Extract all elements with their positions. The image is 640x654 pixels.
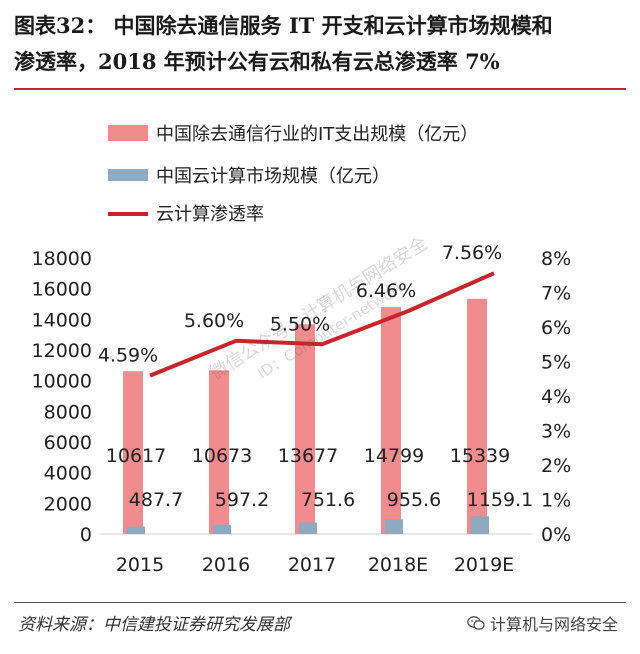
y-left-tick-label: 18000 xyxy=(32,248,92,270)
data-label-it-spending: 14799 xyxy=(364,445,424,467)
y-left-tick-label: 2000 xyxy=(44,493,92,515)
title-divider xyxy=(14,88,626,90)
x-tick-label: 2017 xyxy=(288,554,336,576)
bar-it-spending xyxy=(123,371,143,534)
data-label-cloud-market: 751.6 xyxy=(301,489,355,511)
y-right-tick-label: 6% xyxy=(541,317,571,339)
data-label-penetration: 7.56% xyxy=(442,242,502,264)
y-right-tick-label: 5% xyxy=(541,352,571,374)
bar-it-spending xyxy=(381,307,401,534)
y-left-tick-label: 6000 xyxy=(44,432,92,454)
data-label-cloud-market: 487.7 xyxy=(129,489,183,511)
y-left-tick-label: 14000 xyxy=(32,309,92,331)
data-label-penetration: 6.46% xyxy=(356,280,416,302)
y-left-tick-label: 8000 xyxy=(44,401,92,423)
data-label-cloud-market: 1159.1 xyxy=(467,489,533,511)
bar-cloud-market xyxy=(471,516,489,534)
data-label-cloud-market: 597.2 xyxy=(215,489,269,511)
account-watermark: 计算机与网络安全 xyxy=(467,611,618,635)
bar-cloud-market xyxy=(299,522,317,534)
y-right-tick-label: 2% xyxy=(541,455,571,477)
bar-it-spending xyxy=(467,298,487,534)
data-label-it-spending: 13677 xyxy=(278,445,338,467)
bar-cloud-market xyxy=(127,526,145,534)
y-left-tick-label: 16000 xyxy=(32,279,92,301)
x-tick-label: 2019E xyxy=(454,554,514,576)
bar-it-spending xyxy=(209,370,229,534)
data-label-it-spending: 10673 xyxy=(192,445,252,467)
x-tick-label: 2018E xyxy=(368,554,428,576)
data-label-it-spending: 10617 xyxy=(106,445,166,467)
y-right-tick-label: 3% xyxy=(541,421,571,443)
legend-label-penetration: 云计算渗透率 xyxy=(156,204,264,225)
footer-divider xyxy=(14,602,626,603)
chart-canvas: 中国除去通信行业的IT支出规模（亿元） 中国云计算市场规模（亿元） 云计算渗透率 0 2… xyxy=(32,124,572,576)
data-label-cloud-market: 955.6 xyxy=(387,489,441,511)
y-left-tick-label: 4000 xyxy=(44,463,92,485)
y-right-tick-label: 8% xyxy=(541,248,571,270)
y-right-tick-label: 0% xyxy=(541,524,571,546)
y-right-tick-label: 7% xyxy=(541,283,571,305)
bar-cloud-market xyxy=(385,519,403,534)
line-penetration-rate xyxy=(149,271,495,378)
data-label-penetration: 4.59% xyxy=(98,345,158,367)
legend-swatch-cloud-market xyxy=(108,169,148,181)
bar-cloud-market xyxy=(213,524,231,534)
bar-it-spending xyxy=(295,324,315,534)
data-label-penetration: 5.50% xyxy=(270,313,330,335)
legend-label-it-spending: 中国除去通信行业的IT支出规模（亿元） xyxy=(156,124,478,145)
x-tick-label: 2016 xyxy=(202,554,250,576)
x-tick-label: 2015 xyxy=(116,554,164,576)
y-left-tick-label: 0 xyxy=(80,524,92,546)
wechat-icon xyxy=(467,616,485,630)
account-name: 计算机与网络安全 xyxy=(489,615,618,634)
y-right-tick-label: 4% xyxy=(541,386,571,408)
y-left-tick-label: 10000 xyxy=(32,371,92,393)
y-left-tick-label: 12000 xyxy=(32,340,92,362)
source-note: 资料来源：中信建投证券研究发展部 xyxy=(18,615,290,635)
title-line-1: 图表32： 中国除去通信服务 IT 开支和云计算市场规模和 xyxy=(14,13,553,38)
data-label-it-spending: 15339 xyxy=(450,445,510,467)
y-right-tick-label: 1% xyxy=(541,490,571,512)
chart-title: 图表32： 中国除去通信服务 IT 开支和云计算市场规模和 渗透率，2018 年… xyxy=(14,8,626,80)
legend-label-cloud-market: 中国云计算市场规模（亿元） xyxy=(156,166,390,187)
data-label-penetration: 5.60% xyxy=(184,310,244,332)
title-line-2: 渗透率，2018 年预计公有云和私有云总渗透率 7% xyxy=(14,49,500,74)
legend-swatch-it-spending xyxy=(108,125,148,141)
